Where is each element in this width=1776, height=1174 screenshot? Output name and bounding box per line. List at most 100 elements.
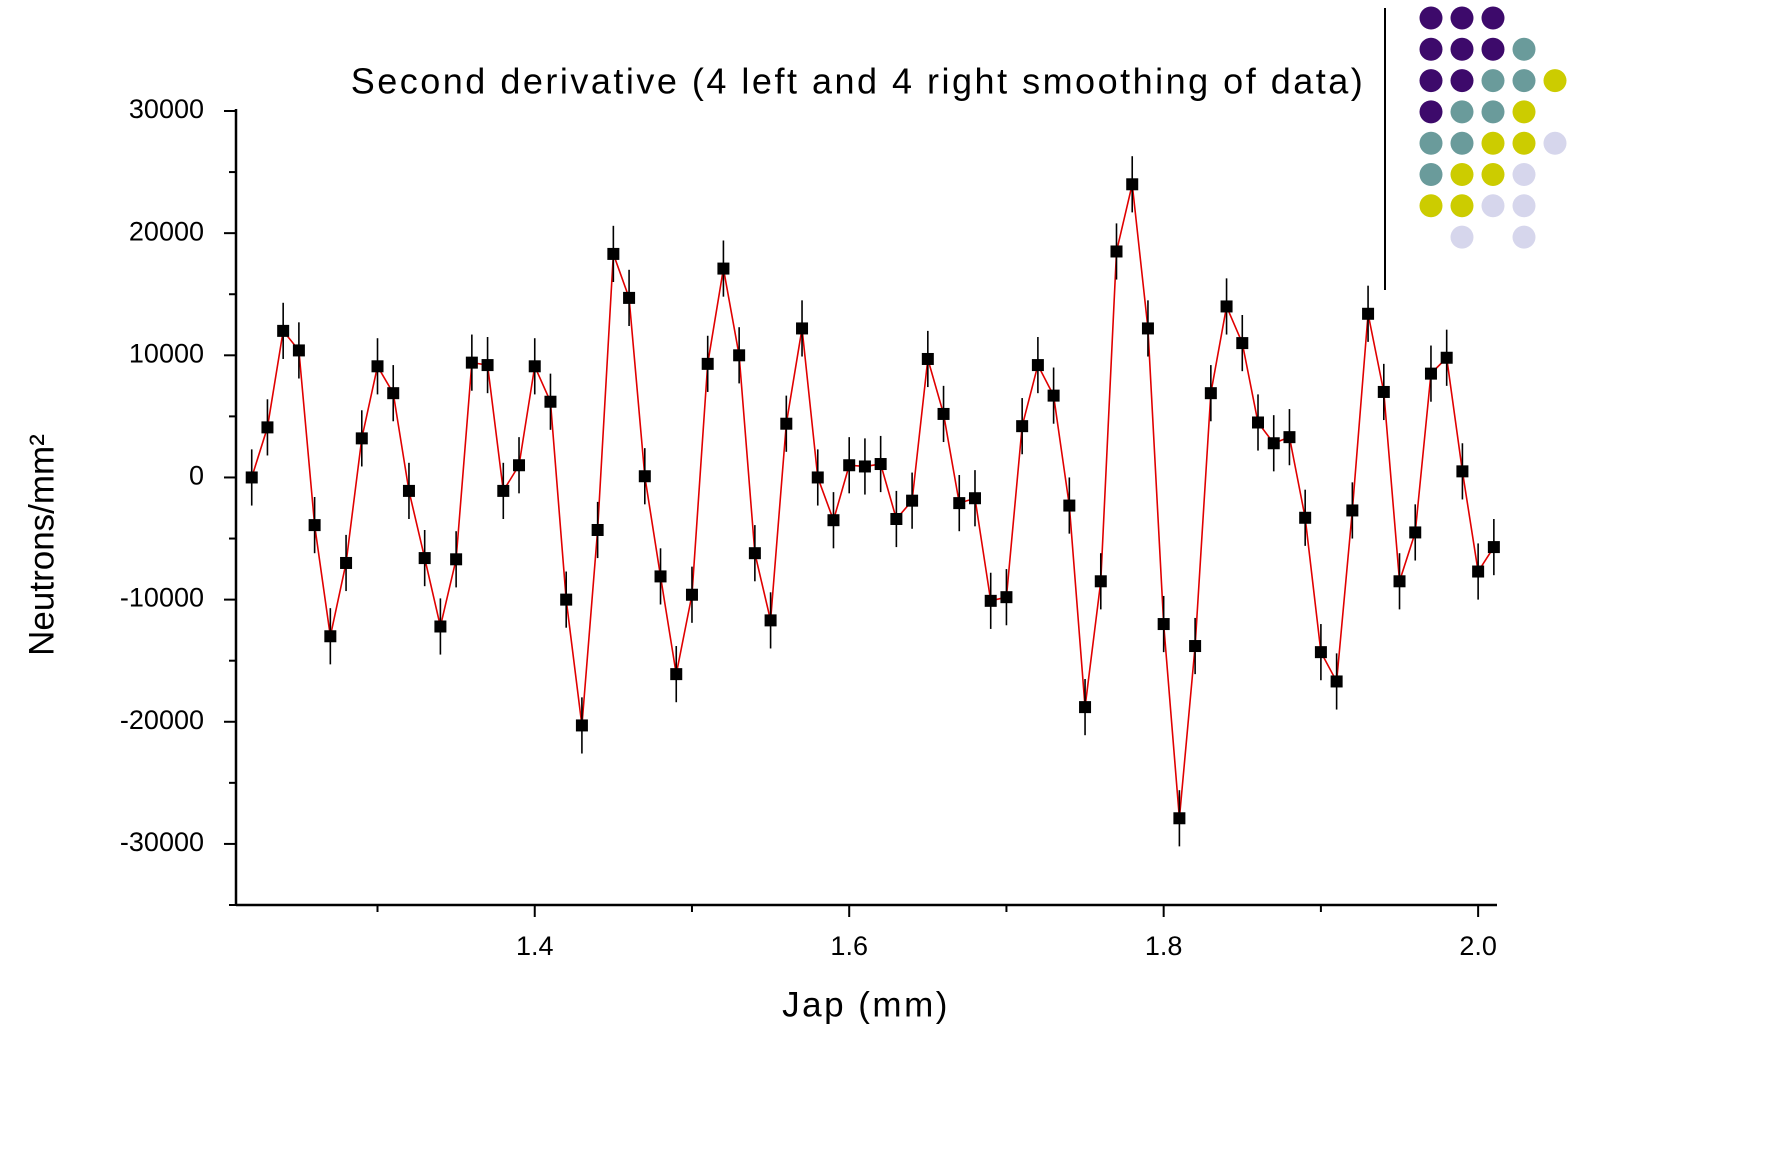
data-point (1330, 675, 1343, 688)
data-point (371, 360, 384, 373)
data-point (1126, 178, 1139, 191)
data-point (968, 492, 981, 505)
data-point (340, 556, 353, 569)
data-line (250, 184, 1495, 819)
data-point (811, 471, 824, 484)
data-point (1110, 245, 1123, 258)
y-axis-label: Neutrons/mm² (22, 434, 61, 656)
data-point (638, 470, 651, 483)
chart-title: Second derivative (4 left and 4 right sm… (351, 61, 1366, 102)
data-point (591, 523, 604, 536)
decor-dot (1419, 100, 1443, 124)
data-point (434, 620, 447, 633)
data-point (1440, 351, 1453, 364)
decor-dot (1543, 131, 1567, 155)
decor-dot (1419, 131, 1443, 155)
data-point (780, 417, 793, 430)
data-point (874, 458, 887, 471)
data-point (1047, 389, 1060, 402)
data-point (1157, 618, 1170, 631)
decor-dot (1481, 131, 1505, 155)
data-point (1189, 640, 1202, 653)
data-point (1141, 322, 1154, 335)
decor-dot (1512, 69, 1536, 93)
data-point (827, 514, 840, 527)
decor-dot (1450, 6, 1474, 30)
data-point (1236, 337, 1249, 350)
decor-dot (1512, 37, 1536, 61)
data-point (843, 459, 856, 472)
data-point (1487, 541, 1500, 554)
data-point (513, 459, 526, 472)
decor-dot (1481, 37, 1505, 61)
data-point (1283, 431, 1296, 444)
data-point (1472, 565, 1485, 578)
data-point (560, 593, 573, 606)
data-point (308, 519, 321, 532)
data-point (1424, 367, 1437, 380)
decor-dot (1481, 69, 1505, 93)
data-point (858, 460, 871, 473)
y-tick-label: -10000 (120, 583, 204, 613)
data-point (1377, 385, 1390, 398)
data-point (1063, 499, 1076, 512)
decor-dot (1543, 69, 1567, 93)
data-point (1094, 575, 1107, 588)
decor-dot (1419, 194, 1443, 218)
data-point (890, 512, 903, 525)
decor-dot (1512, 131, 1536, 155)
data-point (245, 471, 258, 484)
data-point (701, 357, 714, 370)
decor-dot (1450, 69, 1474, 93)
data-point (450, 553, 463, 566)
decor-dot (1512, 163, 1536, 186)
data-point (402, 484, 415, 497)
data-point (1204, 387, 1217, 400)
data-point (261, 421, 274, 434)
decor-dot (1419, 6, 1443, 30)
data-point (937, 407, 950, 420)
data-point (465, 356, 478, 369)
decor-dot (1419, 69, 1443, 93)
data-point (575, 719, 588, 732)
data-point (764, 614, 777, 627)
data-point (481, 359, 494, 372)
data-point (1314, 646, 1327, 659)
data-point (418, 552, 431, 565)
decor-dot (1481, 194, 1505, 218)
data-point (1173, 812, 1186, 825)
data-point (717, 262, 730, 275)
data-point (324, 630, 337, 643)
data-point (1079, 701, 1092, 714)
data-point (984, 594, 997, 607)
decor-dot (1419, 37, 1443, 61)
decor-dot (1481, 100, 1505, 124)
decor-dot (1512, 194, 1536, 218)
y-tick-label: 10000 (129, 338, 204, 368)
data-point (921, 352, 934, 365)
x-axis-label: Jap (mm) (782, 985, 950, 1024)
data-point (733, 349, 746, 362)
decor-dot (1450, 131, 1474, 155)
y-tick-label: 30000 (129, 94, 204, 124)
data-point (355, 432, 368, 445)
data-point (292, 344, 305, 357)
x-tick-label: 1.4 (516, 931, 554, 961)
decor-dots (1419, 6, 1567, 249)
y-tick-label: 0 (189, 461, 204, 491)
data-point (277, 324, 290, 337)
data-point (1456, 465, 1469, 478)
data-point (1346, 504, 1359, 517)
data-point (953, 497, 966, 510)
decor-dot (1481, 163, 1505, 186)
data-point (654, 570, 667, 583)
data-point (607, 247, 620, 260)
decor-dot (1450, 37, 1474, 61)
data-point (497, 484, 510, 497)
data-point (1252, 416, 1265, 429)
data-point (623, 291, 636, 304)
data-point (387, 387, 400, 400)
data-point (1409, 526, 1422, 539)
